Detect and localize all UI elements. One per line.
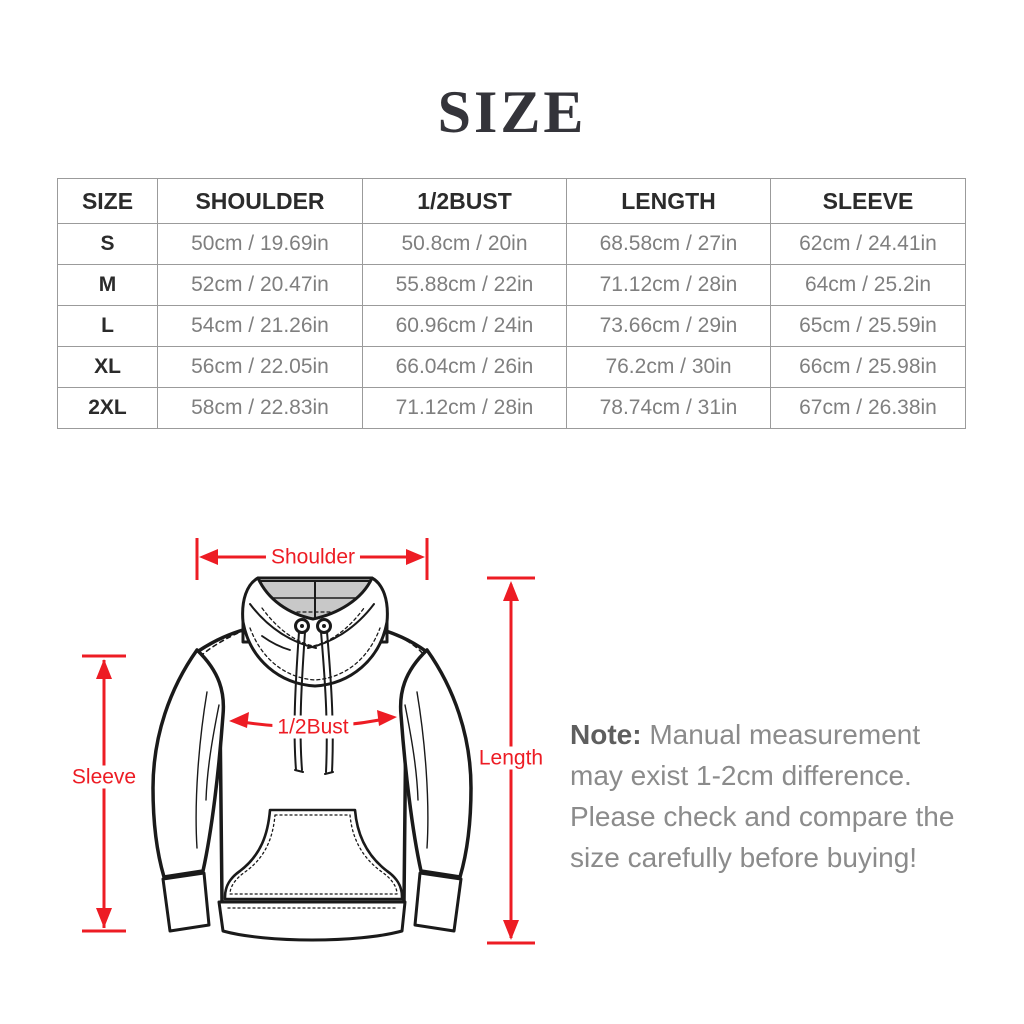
header-bust: 1/2BUST bbox=[362, 178, 567, 224]
collar-crease-left bbox=[261, 635, 291, 651]
cell-sleeve: 67cm / 26.38in bbox=[770, 387, 966, 429]
eyelet-left-hole bbox=[300, 624, 304, 628]
bust-label: 1/2Bust bbox=[272, 715, 354, 739]
table-row: 2XL 58cm / 22.83in 71.12cm / 28in 78.74c… bbox=[57, 387, 966, 429]
pocket bbox=[223, 808, 404, 901]
collar-fold-right bbox=[307, 603, 375, 649]
shoulder-seam-left bbox=[202, 629, 246, 655]
cell-bust: 66.04cm / 26in bbox=[362, 346, 567, 388]
cell-sleeve: 64cm / 25.2in bbox=[770, 264, 966, 306]
eyelet-right-hole bbox=[322, 624, 326, 628]
note-body: Manual measurement may exist 1-2cm diffe… bbox=[570, 719, 955, 873]
sleeve-label: Sleeve bbox=[66, 765, 142, 789]
cuff-right bbox=[413, 871, 463, 933]
cell-shoulder: 56cm / 22.05in bbox=[157, 346, 363, 388]
cell-size: S bbox=[57, 223, 158, 265]
cell-shoulder: 58cm / 22.83in bbox=[157, 387, 363, 429]
table-row: L 54cm / 21.26in 60.96cm / 24in 73.66cm … bbox=[57, 305, 966, 347]
cell-length: 71.12cm / 28in bbox=[566, 264, 771, 306]
hoodie-drawing bbox=[151, 576, 473, 942]
table-row: M 52cm / 20.47in 55.88cm / 22in 71.12cm … bbox=[57, 264, 966, 306]
cell-size: XL bbox=[57, 346, 158, 388]
sleeve-arrow bbox=[82, 654, 126, 933]
cell-sleeve: 62cm / 24.41in bbox=[770, 223, 966, 265]
note-label: Note: bbox=[570, 719, 642, 750]
collar bbox=[241, 576, 389, 688]
note-text: Note: Manual measurement may exist 1-2cm… bbox=[570, 714, 972, 878]
cuff-left bbox=[161, 871, 211, 933]
cell-sleeve: 65cm / 25.59in bbox=[770, 305, 966, 347]
sleeve-crease-left-1 bbox=[195, 691, 208, 849]
cell-length: 68.58cm / 27in bbox=[566, 223, 771, 265]
cell-length: 78.74cm / 31in bbox=[566, 387, 771, 429]
cell-size: M bbox=[57, 264, 158, 306]
table-header-row: SIZE SHOULDER 1/2BUST LENGTH SLEEVE bbox=[57, 178, 966, 224]
page-title: SIZE bbox=[437, 79, 587, 145]
cell-length: 73.66cm / 29in bbox=[566, 305, 771, 347]
header-sleeve: SLEEVE bbox=[770, 178, 966, 224]
cell-shoulder: 52cm / 20.47in bbox=[157, 264, 363, 306]
shoulder-seam-right bbox=[384, 629, 424, 655]
sleeve-crease-right-1 bbox=[416, 691, 429, 849]
collar-stitch-inner bbox=[261, 607, 365, 647]
sleeve-right bbox=[398, 648, 473, 879]
length-label: Length bbox=[473, 746, 549, 770]
sleeve-crease-left-2 bbox=[205, 704, 220, 801]
table-row: XL 56cm / 22.05in 66.04cm / 26in 76.2cm … bbox=[57, 346, 966, 388]
hem-band bbox=[217, 900, 407, 942]
sleeve-left bbox=[151, 648, 226, 879]
shoulder-label: Shoulder bbox=[265, 545, 361, 569]
drawstring-right bbox=[320, 631, 334, 775]
size-table: SIZE SHOULDER 1/2BUST LENGTH SLEEVE S 50… bbox=[57, 178, 966, 429]
collar-fold-left bbox=[249, 603, 317, 649]
cell-sleeve: 66cm / 25.98in bbox=[770, 346, 966, 388]
sleeve-crease-right-2 bbox=[404, 704, 419, 801]
pocket-stitch bbox=[229, 814, 398, 895]
header-size: SIZE bbox=[57, 178, 158, 224]
cell-bust: 60.96cm / 24in bbox=[362, 305, 567, 347]
cell-length: 76.2cm / 30in bbox=[566, 346, 771, 388]
table-row: S 50cm / 19.69in 50.8cm / 20in 68.58cm /… bbox=[57, 223, 966, 265]
drawstring-left bbox=[293, 631, 306, 773]
cell-bust: 50.8cm / 20in bbox=[362, 223, 567, 265]
cell-bust: 71.12cm / 28in bbox=[362, 387, 567, 429]
cell-bust: 55.88cm / 22in bbox=[362, 264, 567, 306]
